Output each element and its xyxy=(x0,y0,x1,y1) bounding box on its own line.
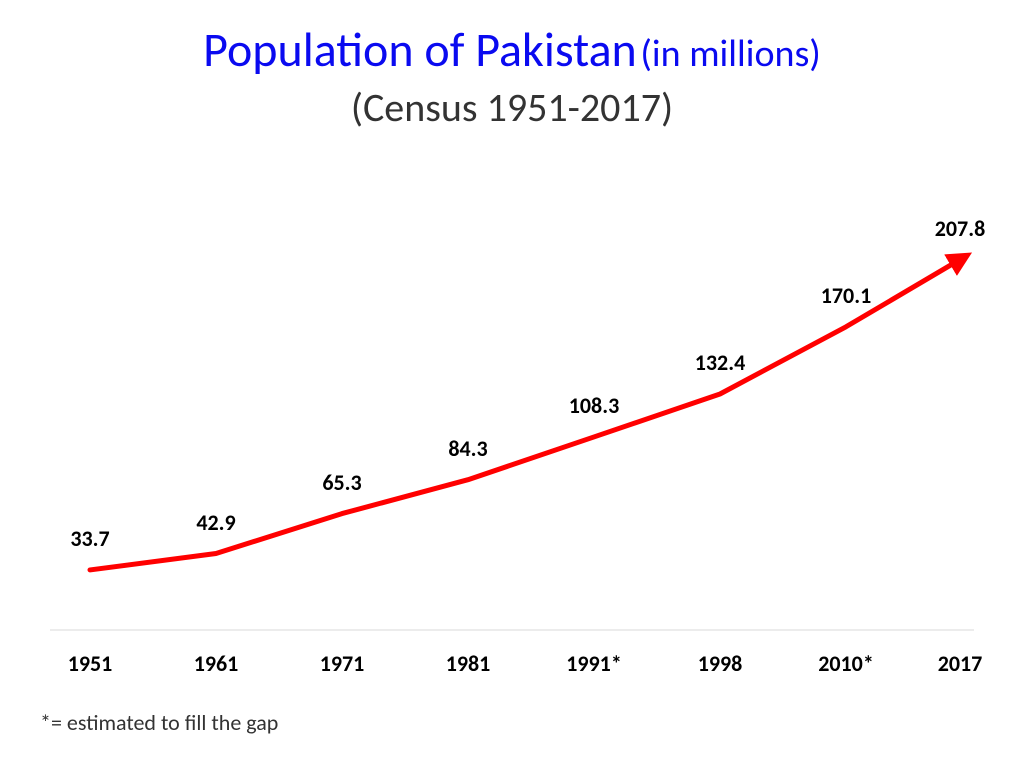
title-units: (in millions) xyxy=(640,31,820,77)
data-point-label: 132.4 xyxy=(695,349,745,376)
title-main: Population of Pakistan xyxy=(203,20,637,79)
slide: Population of Pakistan (in millions) (Ce… xyxy=(0,0,1024,768)
data-point-label: 170.1 xyxy=(821,282,871,309)
x-axis-label: 1961 xyxy=(194,650,239,677)
data-point-label: 65.3 xyxy=(322,469,361,496)
data-point-label: 108.3 xyxy=(569,392,619,419)
line-chart: 195133.7196142.9197165.3198184.31991*108… xyxy=(50,200,974,640)
title-line-1: Population of Pakistan (in millions) xyxy=(0,20,1024,79)
x-axis-label: 1991* xyxy=(566,650,622,677)
x-axis-label: 1971 xyxy=(320,650,365,677)
data-point-label: 207.8 xyxy=(935,215,985,242)
x-axis-label: 1998 xyxy=(698,650,743,677)
chart-svg xyxy=(50,200,974,640)
footnote: *= estimated to fill the gap xyxy=(40,709,278,736)
data-point-label: 33.7 xyxy=(70,525,109,552)
x-axis-label: 1951 xyxy=(68,650,113,677)
x-axis-label: 2010* xyxy=(818,650,874,677)
title-block: Population of Pakistan (in millions) (Ce… xyxy=(0,20,1024,132)
data-point-label: 42.9 xyxy=(196,509,235,536)
title-subtitle: (Census 1951-2017) xyxy=(0,83,1024,132)
data-point-label: 84.3 xyxy=(448,435,487,462)
x-axis-label: 2017 xyxy=(938,650,983,677)
x-axis-label: 1981 xyxy=(446,650,491,677)
